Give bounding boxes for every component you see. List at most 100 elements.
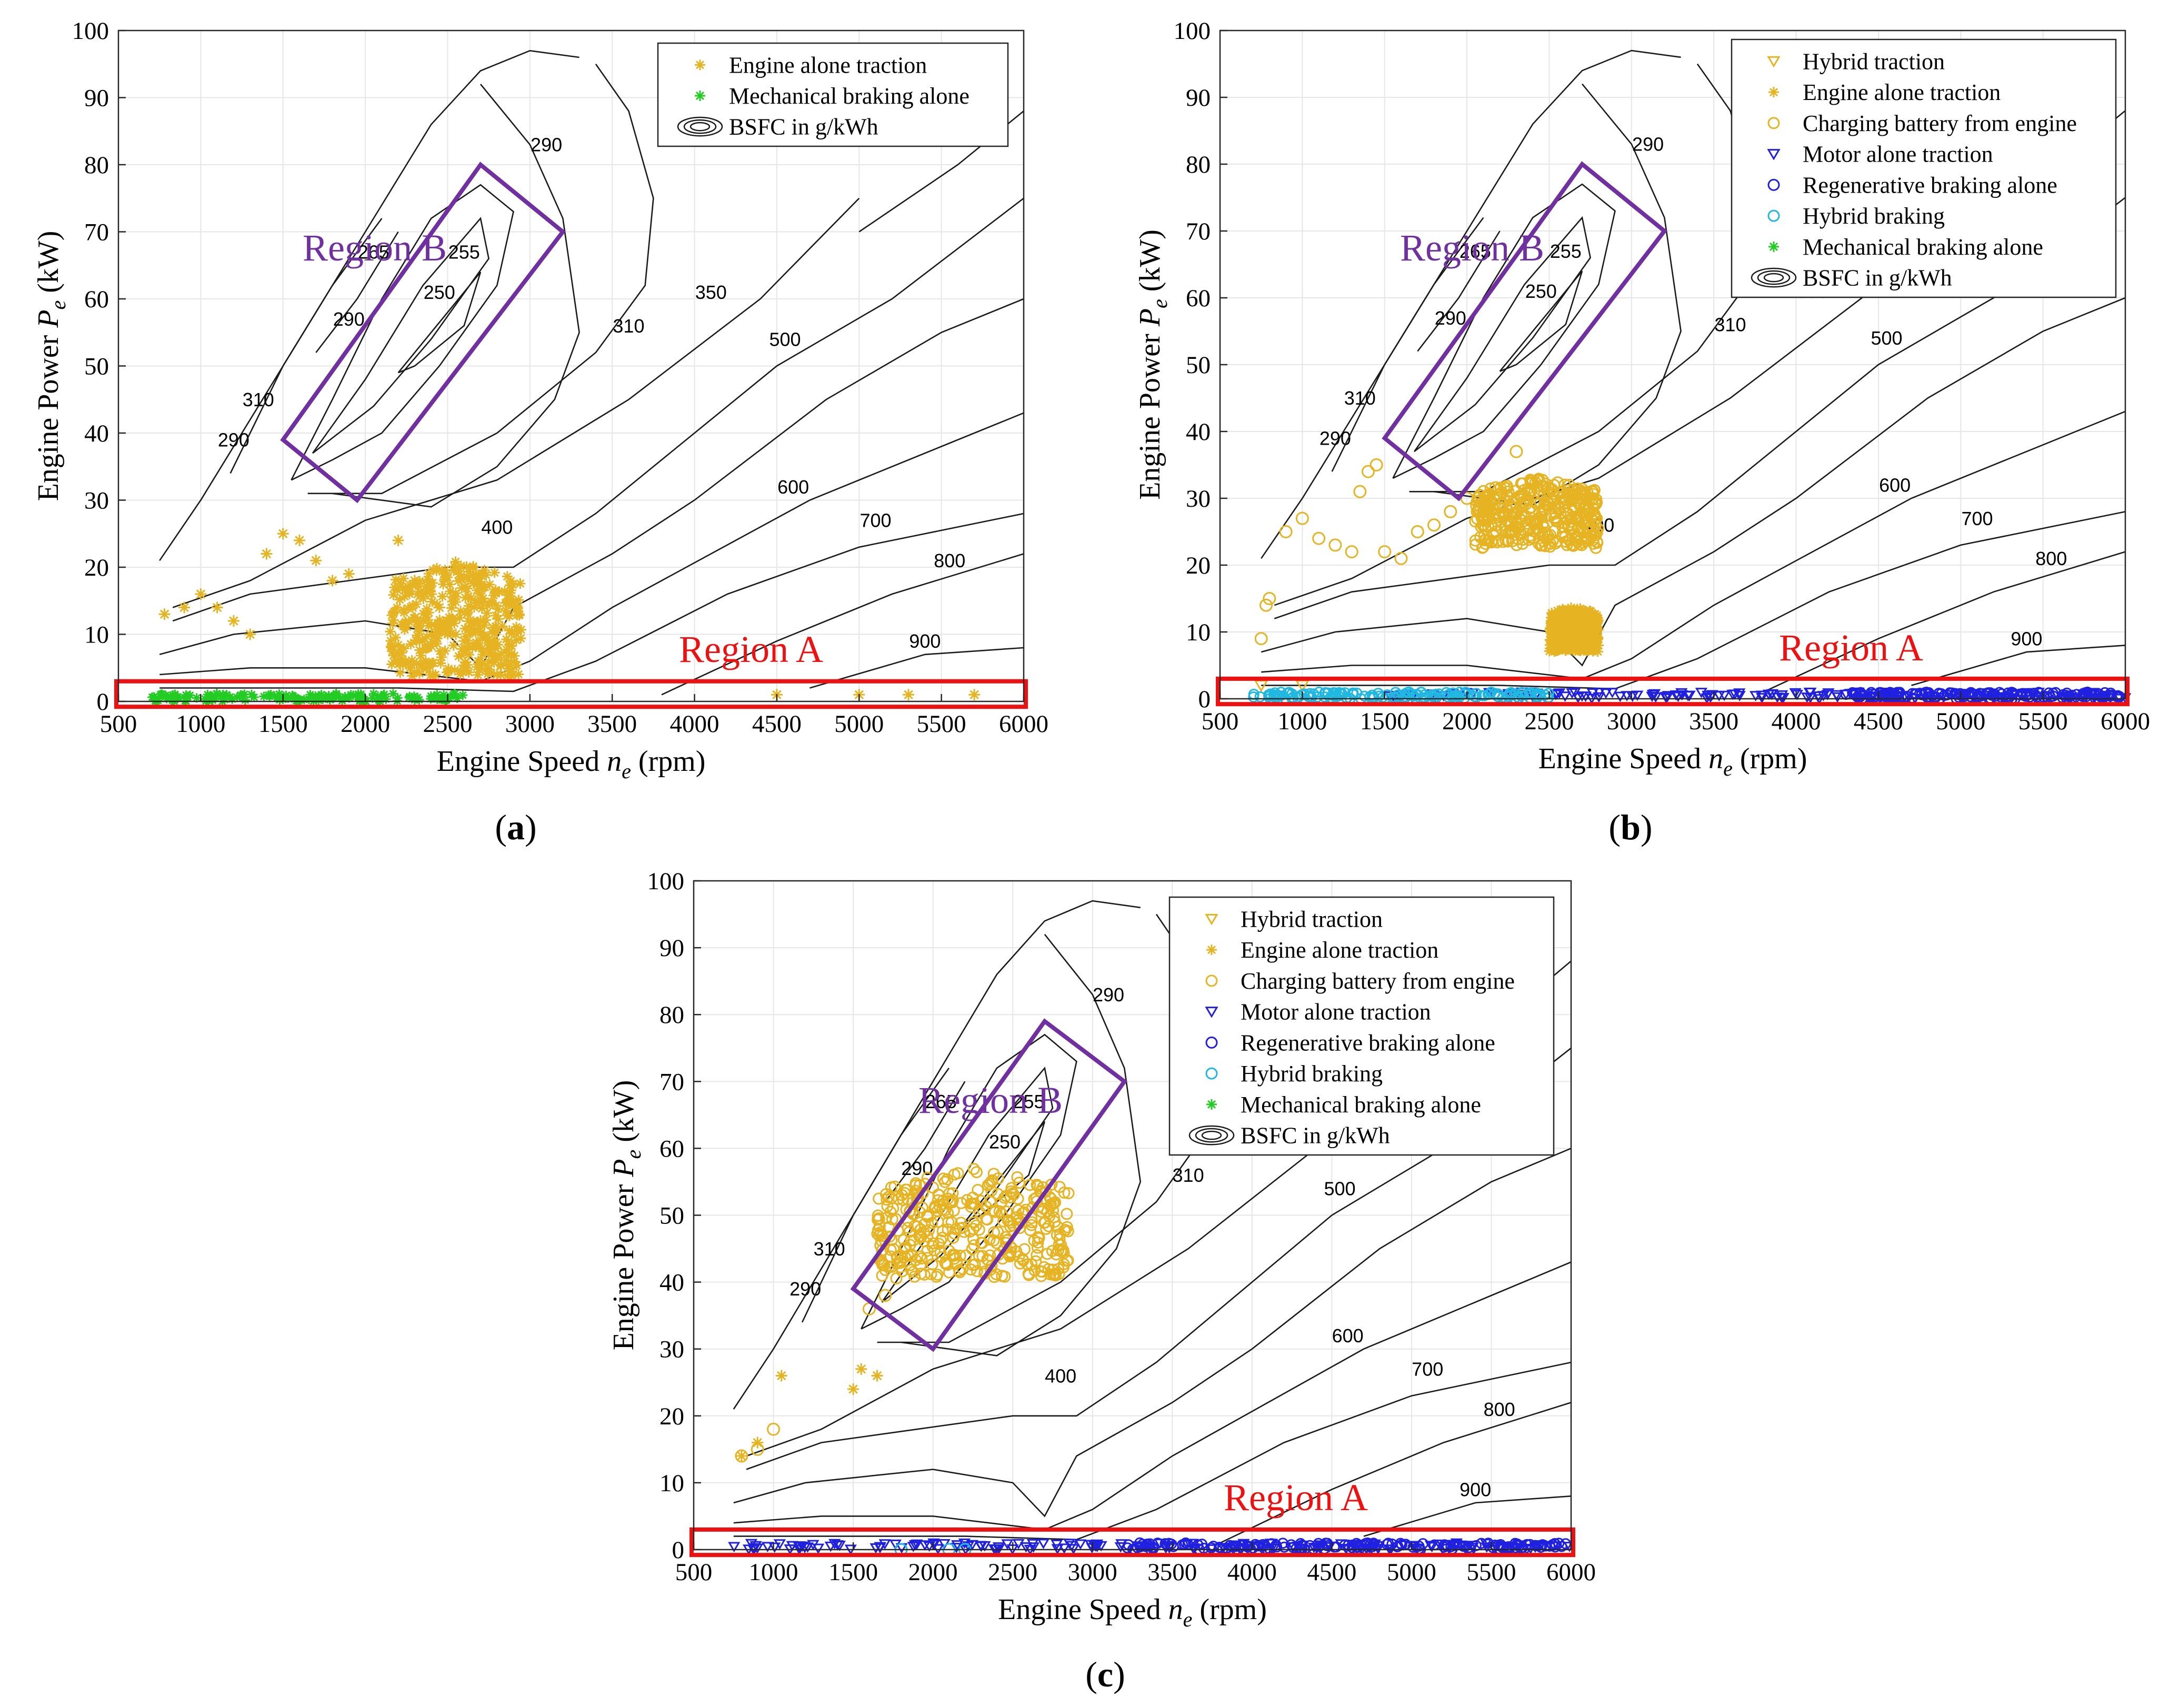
data-point (812, 1543, 825, 1554)
region-a-box (689, 1527, 1575, 1558)
data-point (1576, 608, 1587, 619)
region-a-box (1216, 676, 2130, 707)
data-point (1038, 1261, 1051, 1273)
legend-item: BSFC in g/kWh (677, 114, 878, 140)
x-tick-label: 5000 (1936, 708, 1985, 735)
data-point (1589, 614, 1600, 625)
data-point (1574, 645, 1585, 656)
data-point (427, 670, 438, 681)
data-point (1733, 691, 1746, 701)
data-point (1498, 506, 1511, 519)
data-point (404, 588, 415, 599)
panel-label: (a) (495, 807, 536, 847)
data-point (392, 535, 404, 546)
data-point (971, 1265, 983, 1278)
data-point (1550, 616, 1561, 627)
contour-label: 350 (695, 282, 727, 303)
data-point (1205, 1007, 1218, 1018)
data-point (463, 616, 474, 627)
data-point (1755, 690, 1768, 701)
legend-label: Hybrid braking (1803, 203, 1945, 229)
data-point (1572, 625, 1583, 636)
data-point (503, 650, 514, 661)
data-point (1575, 511, 1587, 524)
data-point (1014, 1257, 1026, 1270)
data-point (1517, 489, 1530, 501)
data-point (1546, 608, 1557, 619)
data-point (1682, 691, 1694, 701)
data-point (1545, 643, 1556, 654)
data-point (1134, 1537, 1146, 1549)
data-point (426, 641, 437, 652)
data-point (500, 598, 511, 609)
contour-label: 255 (448, 242, 480, 263)
data-point (462, 583, 473, 594)
data-point (908, 1540, 922, 1551)
contour-label: 700 (1962, 508, 1993, 529)
y-tick-label: 90 (1186, 84, 1211, 112)
legend-label: Engine alone traction (1241, 937, 1438, 963)
data-point (477, 632, 488, 644)
data-point (1585, 627, 1596, 638)
data-point (1206, 1099, 1217, 1110)
data-point (1029, 1255, 1042, 1268)
data-point (1621, 691, 1633, 702)
data-point (1530, 518, 1542, 530)
legend-label: BSFC in g/kWh (1241, 1123, 1390, 1149)
y-tick-label: 20 (1186, 552, 1211, 579)
data-point (1565, 521, 1578, 534)
y-tick-label: 30 (84, 487, 109, 515)
region-b-label: Region B (303, 227, 447, 269)
data-point (1263, 592, 1276, 605)
ticks: 500 1000 1500 2000 2500 3000 3500 4000 4500 5000 5… (1174, 17, 2151, 735)
data-point (1061, 1208, 1073, 1220)
data-point (376, 694, 386, 704)
data-point (1946, 687, 1957, 699)
data-point (446, 691, 456, 701)
contour-line (1911, 645, 2126, 686)
data-point (1573, 614, 1584, 625)
data-point (986, 1174, 999, 1187)
legend: Hybrid traction Engine alone traction Char… (1168, 896, 1555, 1156)
data-point (456, 644, 467, 655)
data-point (390, 632, 401, 643)
data-point (388, 650, 399, 661)
data-point (222, 690, 232, 700)
data-point (403, 602, 414, 614)
legend-label: BSFC in g/kWh (729, 114, 878, 140)
data-point (921, 1252, 934, 1264)
data-point (1587, 488, 1600, 500)
data-point (975, 1237, 987, 1249)
data-point (473, 656, 484, 667)
data-point (998, 1270, 1011, 1283)
x-tick-label: 2500 (1524, 708, 1574, 735)
data-point (1453, 690, 1464, 701)
data-point (482, 608, 493, 619)
data-point (453, 576, 464, 587)
data-point (2024, 691, 2035, 703)
contour-line (307, 64, 654, 495)
contour-line (1261, 297, 2126, 667)
legend-contour-icon (1195, 1128, 1228, 1143)
data-point (1395, 1538, 1406, 1549)
data-point (1037, 1539, 1050, 1550)
data-point (477, 593, 488, 604)
data-point (970, 1166, 983, 1179)
contour-line (315, 231, 399, 353)
data-point (1571, 511, 1583, 524)
contour-label: 290 (531, 134, 562, 156)
data-point (464, 623, 475, 634)
data-point (411, 658, 422, 669)
data-point (390, 574, 401, 585)
data-point (1821, 690, 1834, 700)
data-point (474, 664, 485, 675)
legend-item: Mechanical braking alone (1206, 1092, 1481, 1118)
data-point (1160, 1538, 1171, 1550)
data-point (1580, 622, 1591, 633)
data-point (1542, 481, 1555, 494)
data-point (1011, 1171, 1024, 1183)
data-point (1485, 504, 1497, 516)
data-point (451, 591, 462, 602)
data-point (1578, 615, 1590, 626)
data-point (405, 639, 416, 650)
